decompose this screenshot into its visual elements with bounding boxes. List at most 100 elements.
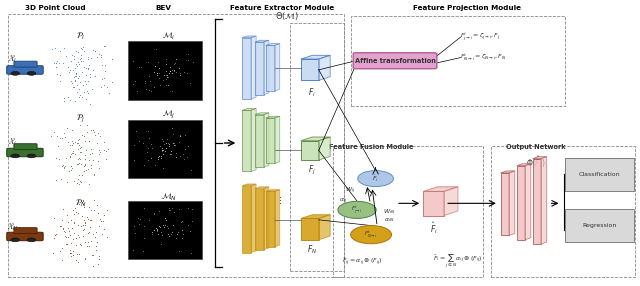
Point	[86, 128, 97, 133]
FancyBboxPatch shape	[14, 61, 37, 67]
Point	[134, 222, 144, 226]
Polygon shape	[266, 116, 280, 118]
Point	[132, 88, 143, 93]
Point	[156, 144, 166, 148]
Point	[63, 95, 73, 100]
Point	[164, 205, 174, 210]
Point	[71, 71, 81, 75]
Point	[74, 182, 84, 186]
Point	[171, 154, 181, 159]
Point	[140, 80, 150, 85]
Point	[86, 218, 96, 223]
Point	[83, 66, 93, 71]
Point	[79, 134, 89, 138]
Point	[67, 165, 77, 170]
Point	[54, 61, 64, 65]
Point	[128, 248, 138, 252]
Point	[97, 63, 107, 67]
Point	[69, 54, 79, 58]
Point	[163, 83, 173, 88]
Point	[93, 261, 104, 266]
Point	[63, 140, 74, 144]
Point	[49, 216, 60, 221]
Text: $\hat{F}_i = \sum_{j \in N} \alpha_{ij} \otimes (F_{ij})$: $\hat{F}_i = \sum_{j \in N} \alpha_{ij} …	[433, 252, 482, 270]
Point	[59, 166, 69, 170]
Point	[97, 232, 107, 237]
Point	[81, 73, 91, 77]
Polygon shape	[275, 44, 280, 91]
Point	[167, 126, 177, 130]
Point	[68, 249, 78, 253]
Polygon shape	[275, 190, 280, 247]
Point	[58, 226, 68, 231]
Polygon shape	[525, 164, 531, 240]
Point	[74, 155, 84, 160]
Point	[83, 66, 93, 71]
Point	[67, 52, 77, 57]
Point	[103, 147, 113, 152]
Point	[65, 248, 75, 253]
Point	[162, 73, 172, 77]
Point	[179, 69, 189, 74]
Point	[67, 148, 77, 153]
Polygon shape	[319, 137, 330, 160]
Point	[46, 46, 56, 51]
Point	[86, 252, 97, 257]
Circle shape	[11, 154, 20, 158]
Point	[155, 82, 165, 87]
Point	[94, 151, 104, 156]
Circle shape	[11, 238, 20, 242]
Point	[70, 210, 81, 214]
Point	[159, 216, 170, 221]
Text: $W_{ij}$: $W_{ij}$	[346, 186, 356, 196]
Text: $F^{t}_{j\rightarrow i} = \zeta_{j\rightarrow i}, F_j$: $F^{t}_{j\rightarrow i} = \zeta_{j\right…	[461, 31, 501, 43]
Point	[147, 230, 157, 234]
Point	[164, 69, 175, 73]
Point	[60, 235, 70, 239]
Text: $\mathcal{P}_N$: $\mathcal{P}_N$	[75, 197, 86, 208]
Point	[49, 60, 59, 65]
Point	[90, 230, 100, 235]
Bar	[129, 201, 202, 259]
Point	[86, 239, 96, 244]
Polygon shape	[251, 36, 256, 99]
Point	[129, 158, 139, 162]
Point	[165, 69, 175, 73]
Polygon shape	[242, 184, 256, 186]
Point	[76, 55, 86, 60]
Point	[84, 62, 94, 67]
Point	[79, 223, 90, 227]
Point	[131, 129, 141, 134]
FancyBboxPatch shape	[7, 232, 43, 241]
Polygon shape	[424, 191, 444, 216]
Point	[159, 73, 169, 78]
Point	[80, 162, 90, 167]
Point	[79, 49, 89, 54]
Point	[77, 197, 88, 202]
Point	[182, 144, 193, 148]
Point	[75, 93, 85, 98]
Point	[74, 235, 84, 239]
Point	[92, 239, 102, 244]
Bar	[333, 146, 483, 277]
Point	[139, 224, 149, 229]
Text: $\Phi(\hat{F}_i)$: $\Phi(\hat{F}_i)$	[526, 154, 546, 170]
Point	[89, 198, 99, 203]
Point	[80, 139, 90, 143]
Point	[74, 202, 84, 206]
Point	[63, 226, 73, 231]
Point	[107, 57, 117, 61]
Point	[163, 226, 173, 231]
Point	[78, 45, 88, 49]
Point	[65, 143, 75, 148]
Polygon shape	[242, 36, 256, 38]
Point	[79, 218, 89, 223]
Point	[67, 168, 77, 173]
Point	[67, 142, 77, 147]
FancyBboxPatch shape	[353, 53, 437, 69]
Text: $\mathcal{M}_i$: $\mathcal{M}_i$	[162, 31, 175, 42]
Circle shape	[27, 154, 36, 158]
Polygon shape	[264, 40, 269, 95]
Point	[177, 235, 187, 240]
Point	[177, 219, 187, 223]
